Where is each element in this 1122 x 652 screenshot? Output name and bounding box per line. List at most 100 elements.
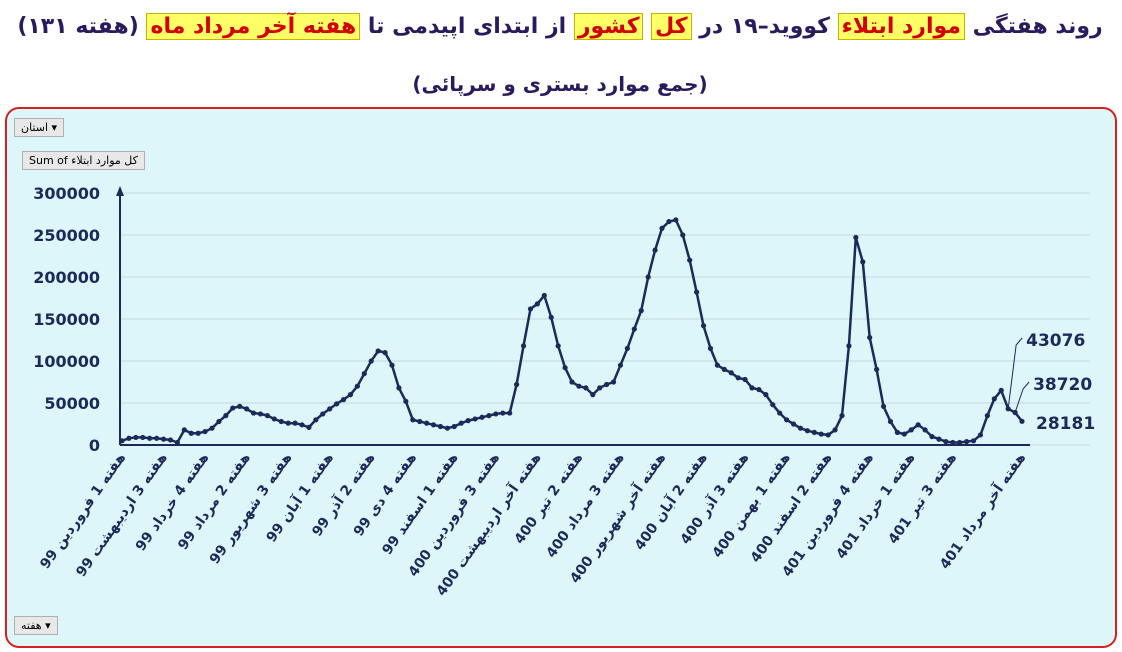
x-tick-label: هفته 1 بهمن 400 — [710, 450, 794, 561]
data-point — [818, 431, 824, 437]
data-point — [430, 422, 437, 428]
x-tick-label: هفته 1 اسفند 99 — [379, 450, 461, 558]
data-point — [320, 411, 326, 417]
data-point — [507, 410, 513, 416]
data-point — [673, 217, 679, 223]
y-tick-label: 50000 — [44, 394, 100, 413]
data-point — [797, 425, 804, 431]
data-point — [784, 417, 790, 423]
data-point — [943, 439, 949, 445]
data-point — [936, 436, 942, 442]
data-point — [645, 274, 651, 280]
data-point — [195, 430, 201, 436]
data-point — [514, 381, 520, 388]
data-point — [770, 402, 776, 408]
data-point — [403, 398, 409, 404]
leader-line — [1007, 337, 1023, 409]
data-point — [479, 414, 485, 420]
data-point — [361, 371, 367, 377]
data-point — [707, 345, 714, 351]
title-text: کووید–۱۹ در — [691, 14, 838, 39]
data-point — [583, 385, 589, 391]
data-point — [340, 397, 347, 403]
data-point — [777, 410, 783, 416]
data-point — [832, 427, 838, 433]
data-point — [576, 383, 582, 389]
data-point — [790, 421, 797, 427]
data-point — [465, 418, 471, 424]
data-point — [728, 370, 734, 376]
data-point — [486, 413, 492, 419]
data-point — [417, 418, 423, 425]
data-point — [437, 423, 444, 430]
data-point — [500, 410, 506, 416]
x-tick-label: هفته 1 خرداد 401 — [833, 450, 918, 562]
data-point — [230, 405, 236, 411]
data-point — [950, 439, 956, 446]
y-tick-label: 200000 — [33, 268, 100, 287]
data-point — [347, 392, 354, 398]
data-point — [444, 425, 450, 431]
leader-line — [1014, 381, 1030, 413]
data-point — [631, 326, 637, 332]
data-point — [119, 438, 125, 444]
data-point — [133, 434, 139, 441]
data-point — [202, 428, 208, 435]
x-tick-label: هفته 2 مرداد 99 — [175, 450, 254, 553]
data-point — [299, 422, 305, 428]
chart-title: روند هفتگی موارد ابتلاء کووید–۱۹ در کل ک… — [10, 12, 1110, 42]
data-point — [160, 436, 167, 442]
data-point — [541, 292, 547, 299]
data-point — [354, 383, 360, 389]
data-point — [285, 420, 291, 426]
data-point — [562, 365, 568, 371]
data-point — [216, 418, 222, 425]
data-point — [382, 350, 388, 356]
data-point — [756, 386, 762, 393]
data-point — [867, 334, 873, 341]
data-point — [749, 385, 755, 391]
data-point — [894, 429, 900, 435]
data-point — [977, 432, 984, 438]
data-point — [555, 343, 561, 349]
data-point — [451, 423, 457, 430]
data-point — [534, 301, 540, 307]
data-point — [735, 375, 741, 381]
y-tick-label: 150000 — [33, 310, 100, 329]
data-point — [154, 435, 160, 441]
filter-button[interactable]: استان ▾ — [14, 118, 65, 137]
data-point — [167, 437, 174, 443]
data-point — [174, 439, 180, 446]
data-point — [901, 431, 907, 437]
data-point — [223, 413, 229, 419]
data-point — [610, 379, 617, 385]
data-point — [188, 430, 194, 436]
data-point — [126, 435, 132, 441]
x-tick-label: هفته 4 خرداد 99 — [133, 450, 213, 554]
data-point — [714, 362, 720, 368]
data-point — [292, 420, 298, 426]
data-point — [880, 403, 887, 409]
y-tick-label: 100000 — [33, 352, 100, 371]
data-line — [121, 218, 1023, 445]
y-tick-label: 250000 — [33, 226, 100, 245]
data-point — [472, 416, 478, 422]
data-point — [1019, 418, 1025, 424]
data-point — [209, 425, 215, 431]
data-point — [957, 439, 963, 446]
title-text: روند هفتگی — [964, 14, 1103, 39]
data-label: 28181 — [1036, 414, 1095, 434]
y-tick-label: 0 — [89, 436, 100, 455]
data-point — [874, 366, 880, 372]
data-point — [680, 232, 686, 238]
data-label: 38720 — [1033, 375, 1092, 395]
field-button[interactable]: Sum of کل موارد ابتلاء — [22, 151, 145, 170]
data-point — [908, 427, 914, 433]
title-highlight: کشور — [573, 13, 644, 40]
filter-button[interactable]: هفته ▾ — [14, 616, 58, 635]
filter-label: استان — [21, 121, 49, 134]
data-point — [624, 345, 630, 351]
data-point — [846, 343, 852, 349]
